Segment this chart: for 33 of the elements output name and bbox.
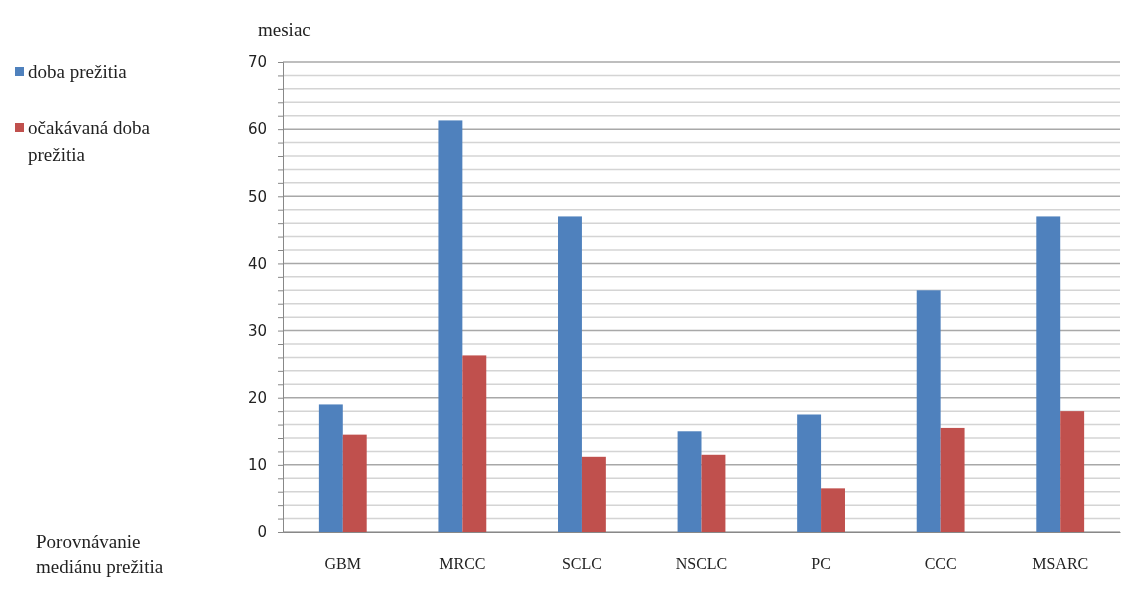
bar <box>677 431 702 532</box>
y-tick-label: 50 <box>247 187 267 206</box>
y-tick-label: 70 <box>247 53 267 72</box>
y-tick-label: 20 <box>247 389 267 408</box>
y-axis-title: mesiac <box>258 19 311 40</box>
x-tick-label: NSCLC <box>675 554 728 572</box>
y-tick-label: 60 <box>247 120 267 139</box>
legend-label: očakávaná doba prežitia <box>28 117 151 165</box>
bar <box>797 414 822 532</box>
bar <box>1036 216 1061 532</box>
x-axis-title: Porovnávanie mediánu prežitia <box>36 531 164 577</box>
legend-label: doba prežitia <box>28 61 128 82</box>
x-tick-label: MSARC <box>1032 554 1089 572</box>
bar <box>821 488 845 532</box>
y-tick-label: 0 <box>257 523 267 542</box>
y-tick-label: 10 <box>247 456 267 475</box>
bar <box>1060 411 1085 532</box>
bar <box>701 454 726 532</box>
bar <box>558 216 582 532</box>
x-tick-label: GBM <box>324 554 362 572</box>
bar <box>916 290 941 532</box>
bar <box>438 120 463 532</box>
x-tick-label: MRCC <box>439 554 486 572</box>
bar <box>940 427 965 532</box>
bar <box>462 355 487 532</box>
y-tick-label: 30 <box>247 321 267 340</box>
bar <box>581 456 606 532</box>
x-tick-label: SCLC <box>561 554 602 572</box>
x-tick-label: PC <box>811 554 831 572</box>
x-tick-label: CCC <box>924 554 957 572</box>
bar <box>318 404 343 532</box>
y-tick-label: 40 <box>247 254 267 273</box>
bar <box>342 434 367 532</box>
